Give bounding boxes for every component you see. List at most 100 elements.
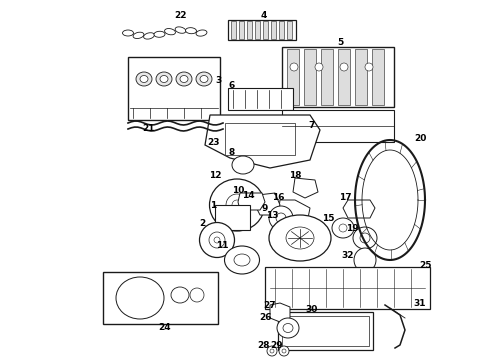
Text: 16: 16 — [272, 193, 284, 202]
Ellipse shape — [340, 63, 348, 71]
Polygon shape — [270, 303, 290, 322]
Ellipse shape — [209, 232, 225, 248]
Text: 30: 30 — [306, 306, 318, 315]
Ellipse shape — [200, 76, 208, 82]
Bar — [355, 49, 367, 105]
Ellipse shape — [122, 30, 133, 36]
Bar — [287, 21, 292, 39]
Text: 1: 1 — [210, 201, 216, 210]
Bar — [282, 316, 369, 346]
Ellipse shape — [286, 227, 314, 249]
Ellipse shape — [365, 63, 373, 71]
Polygon shape — [205, 115, 320, 168]
Bar — [255, 21, 260, 39]
Bar — [338, 49, 350, 105]
Ellipse shape — [116, 277, 164, 319]
Ellipse shape — [176, 72, 192, 86]
Ellipse shape — [315, 63, 323, 71]
Ellipse shape — [186, 28, 196, 34]
Text: 3: 3 — [215, 76, 221, 85]
Bar — [215, 205, 250, 230]
Bar — [239, 21, 244, 39]
Bar — [225, 123, 295, 155]
Ellipse shape — [210, 179, 265, 231]
Text: 17: 17 — [339, 193, 351, 202]
Text: 13: 13 — [266, 211, 278, 220]
Polygon shape — [278, 200, 310, 222]
Text: 27: 27 — [264, 301, 276, 310]
Text: 2: 2 — [199, 219, 205, 228]
Circle shape — [270, 349, 274, 353]
Bar — [372, 49, 384, 105]
Text: 22: 22 — [174, 10, 186, 19]
Polygon shape — [293, 178, 318, 198]
Text: 5: 5 — [337, 37, 343, 46]
Circle shape — [269, 206, 293, 230]
Ellipse shape — [156, 72, 172, 86]
Bar — [103, 272, 218, 324]
Ellipse shape — [133, 32, 144, 39]
Ellipse shape — [190, 288, 204, 302]
Bar — [279, 21, 284, 39]
Text: 31: 31 — [414, 298, 426, 307]
Text: 23: 23 — [207, 138, 219, 147]
Polygon shape — [238, 193, 265, 210]
Ellipse shape — [175, 27, 186, 33]
Bar — [247, 21, 252, 39]
Text: 12: 12 — [209, 171, 221, 180]
Text: 8: 8 — [229, 148, 235, 157]
Text: 10: 10 — [232, 185, 244, 194]
Polygon shape — [255, 193, 280, 215]
Text: 15: 15 — [322, 213, 334, 222]
Text: 28: 28 — [257, 341, 269, 350]
Ellipse shape — [234, 254, 250, 266]
Bar — [271, 21, 276, 39]
Ellipse shape — [140, 76, 148, 82]
Ellipse shape — [171, 287, 189, 303]
Text: 24: 24 — [159, 324, 171, 333]
Ellipse shape — [224, 246, 260, 274]
Ellipse shape — [214, 237, 220, 243]
Text: 19: 19 — [345, 224, 358, 233]
Ellipse shape — [180, 76, 188, 82]
Bar — [282, 110, 394, 142]
Ellipse shape — [277, 318, 299, 338]
Ellipse shape — [196, 30, 207, 36]
Ellipse shape — [196, 72, 212, 86]
Circle shape — [276, 213, 286, 223]
Ellipse shape — [339, 224, 347, 232]
Text: 11: 11 — [216, 240, 228, 249]
Text: 20: 20 — [414, 134, 426, 143]
Ellipse shape — [144, 33, 154, 39]
Ellipse shape — [165, 28, 175, 35]
Bar — [282, 47, 394, 107]
Circle shape — [279, 346, 289, 356]
Text: 14: 14 — [242, 190, 254, 199]
Ellipse shape — [199, 222, 235, 257]
Ellipse shape — [269, 215, 331, 261]
Bar — [128, 57, 220, 120]
Text: 32: 32 — [342, 251, 354, 260]
Bar — [228, 88, 293, 110]
Text: 4: 4 — [261, 10, 267, 19]
Text: 25: 25 — [419, 261, 431, 270]
Ellipse shape — [154, 31, 165, 37]
Text: 6: 6 — [229, 81, 235, 90]
Text: 9: 9 — [262, 203, 268, 212]
Ellipse shape — [354, 248, 376, 272]
Bar — [263, 21, 268, 39]
Bar — [228, 20, 296, 40]
Ellipse shape — [136, 72, 152, 86]
Text: 29: 29 — [270, 341, 283, 350]
Ellipse shape — [232, 200, 242, 210]
Ellipse shape — [360, 233, 370, 243]
Bar — [304, 49, 316, 105]
Ellipse shape — [332, 218, 354, 238]
Circle shape — [282, 349, 286, 353]
Ellipse shape — [283, 324, 293, 333]
Ellipse shape — [353, 227, 377, 249]
Circle shape — [267, 346, 277, 356]
Text: 26: 26 — [259, 312, 271, 321]
Ellipse shape — [232, 156, 254, 174]
Text: 21: 21 — [142, 123, 154, 132]
